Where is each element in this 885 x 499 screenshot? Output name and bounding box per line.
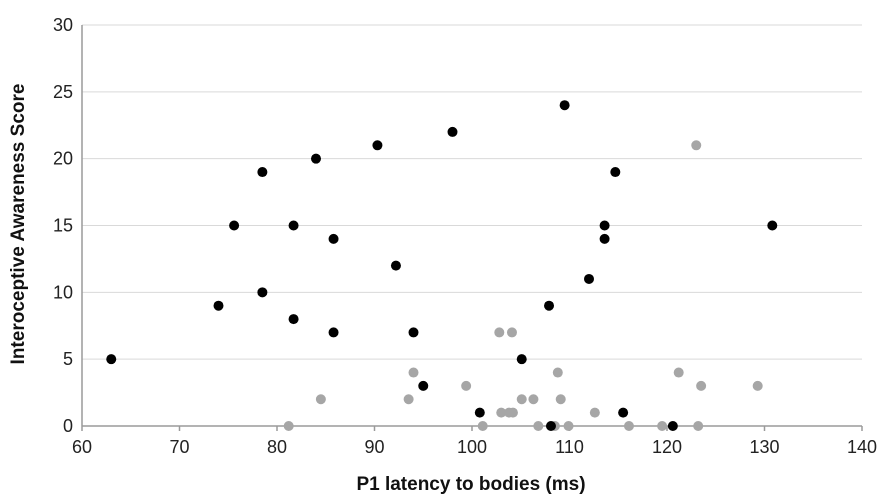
data-point — [229, 220, 240, 231]
data-point — [544, 300, 555, 311]
y-tick-label: 25 — [53, 82, 73, 102]
x-tick-label: 100 — [457, 437, 487, 457]
y-axis-title: Interoceptive Awareness Score — [8, 84, 29, 365]
data-point — [288, 220, 299, 231]
gridlines — [82, 24, 862, 360]
x-tick-label: 130 — [749, 437, 779, 457]
data-point — [372, 140, 383, 151]
x-tick-label: 80 — [267, 437, 287, 457]
data-point — [563, 421, 574, 431]
data-point — [461, 380, 472, 391]
data-point — [599, 233, 610, 244]
y-tick-label: 10 — [53, 282, 73, 302]
data-point — [767, 220, 778, 231]
data-point — [623, 421, 634, 431]
x-tick-label: 140 — [847, 437, 877, 457]
y-tick-label: 20 — [53, 149, 73, 169]
data-point — [257, 287, 268, 298]
data-point — [752, 380, 763, 391]
data-point — [257, 167, 268, 178]
data-point — [403, 394, 414, 405]
data-point — [589, 407, 600, 418]
data-point — [545, 421, 556, 431]
data-point — [283, 421, 294, 431]
data-points — [106, 100, 778, 431]
data-point — [657, 421, 668, 431]
data-point — [696, 380, 707, 391]
y-tick-label: 15 — [53, 216, 73, 236]
data-point — [390, 260, 401, 271]
data-point — [610, 167, 621, 178]
data-point — [474, 407, 485, 418]
x-tick-label: 110 — [555, 437, 584, 457]
data-point — [477, 421, 488, 431]
data-point — [559, 100, 570, 111]
data-point — [618, 407, 629, 418]
data-point — [691, 140, 702, 151]
data-point — [599, 220, 610, 231]
data-point — [496, 407, 507, 418]
data-point — [693, 421, 704, 431]
data-point — [447, 126, 458, 137]
data-point — [516, 354, 527, 365]
data-point — [667, 421, 678, 431]
x-tick-label: 60 — [72, 437, 92, 457]
data-point — [533, 421, 544, 431]
data-point — [494, 327, 505, 338]
axes — [81, 25, 863, 431]
y-tick-label: 0 — [63, 416, 73, 436]
data-point — [408, 327, 419, 338]
y-tick-labels: 0 5 10 15 20 25 30 — [53, 15, 73, 436]
data-point — [213, 300, 224, 311]
x-tick-label: 70 — [169, 437, 189, 457]
data-point — [311, 153, 321, 164]
data-point — [315, 394, 326, 405]
data-point — [528, 394, 539, 405]
x-tick-labels: 60 70 80 90 100 110 120 130 140 — [72, 437, 877, 457]
y-tick-label: 5 — [63, 349, 73, 369]
y-tick-label: 30 — [53, 15, 73, 35]
data-point — [506, 327, 517, 338]
data-point — [584, 273, 594, 284]
data-point — [328, 233, 339, 244]
data-point — [507, 407, 518, 418]
data-point — [328, 327, 339, 338]
data-point — [418, 380, 429, 391]
x-axis-title: P1 latency to bodies (ms) — [356, 474, 585, 495]
data-point — [552, 367, 563, 378]
data-point — [288, 314, 299, 325]
x-tick-label: 90 — [364, 437, 384, 457]
data-point — [555, 394, 566, 405]
data-point — [408, 367, 419, 378]
data-point — [673, 367, 684, 378]
x-tick-label: 120 — [652, 437, 682, 457]
data-point — [106, 354, 117, 365]
data-point — [516, 394, 527, 405]
